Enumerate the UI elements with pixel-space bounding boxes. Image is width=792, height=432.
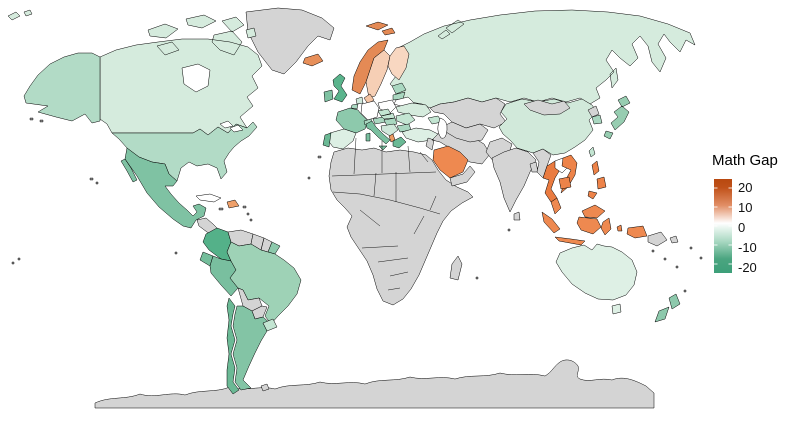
country-cambodia [558, 176, 572, 190]
country-canada [99, 14, 263, 136]
colorbar-ticks [714, 187, 732, 265]
country-argentina [232, 305, 272, 391]
country-bangladesh [529, 161, 539, 173]
country-indonesia [541, 211, 648, 246]
legend-title: Math Gap [712, 152, 778, 169]
country-greenland [245, 7, 335, 75]
world-map-countries [7, 7, 703, 409]
country-brazil [226, 241, 302, 325]
country-finland [387, 45, 410, 81]
legend-tick-label: 10 [738, 200, 753, 215]
country-australia [555, 243, 638, 315]
country-antarctica [94, 359, 655, 409]
country-yemen-oman [449, 165, 476, 187]
country-ireland [323, 89, 334, 103]
country-mongolia [523, 99, 571, 116]
great-lakes [219, 120, 244, 133]
country-japan [603, 95, 631, 140]
country-madagascar [449, 255, 463, 281]
legend: Math Gap 20 10 0 -10 -20 [710, 150, 792, 290]
legend-tick-label: 20 [738, 180, 753, 195]
country-taiwan [588, 146, 596, 158]
country-uruguay [262, 318, 278, 332]
legend-tick-label: 0 [738, 220, 746, 235]
country-iceland [302, 53, 324, 67]
country-malaysia [550, 197, 606, 219]
colorbar-gradient [714, 179, 732, 273]
hudson-bay [181, 63, 211, 93]
country-new-zealand [654, 293, 681, 323]
country-dominican-republic [226, 199, 240, 209]
country-norway [351, 39, 389, 95]
country-balkans [380, 123, 399, 137]
country-india [491, 147, 537, 213]
africa-internal-borders [331, 137, 441, 291]
legend-tick-label: -20 [738, 260, 757, 275]
country-china [498, 98, 598, 156]
country-chile [226, 297, 240, 395]
country-sri-lanka [513, 211, 521, 221]
country-kazakhstan [429, 97, 507, 129]
country-svalbard [365, 21, 396, 36]
country-philippines [587, 160, 607, 200]
country-romania [395, 112, 416, 126]
country-belgium [350, 103, 359, 110]
legend-tick-label: -10 [738, 240, 757, 255]
country-united-kingdom [332, 73, 348, 103]
country-ukraine [395, 102, 432, 118]
country-germany [360, 100, 380, 121]
country-cuba [195, 193, 222, 203]
country-italy [365, 120, 391, 151]
country-papua-new-guinea [647, 231, 679, 247]
country-central-asia [443, 121, 489, 143]
country-spain [326, 128, 357, 150]
country-poland [377, 99, 397, 114]
country-falkland-islands [260, 383, 270, 392]
country-portugal [322, 132, 332, 148]
country-russia [7, 9, 696, 109]
small-islands [11, 117, 703, 293]
country-mexico [120, 147, 207, 229]
country-africa [328, 147, 474, 306]
country-north-korea [587, 105, 600, 118]
country-netherlands [355, 96, 364, 105]
caspian-sea [437, 117, 448, 139]
country-south-korea [591, 114, 603, 125]
legend-colorbar [714, 179, 732, 273]
country-saudi-arabia [432, 145, 469, 179]
